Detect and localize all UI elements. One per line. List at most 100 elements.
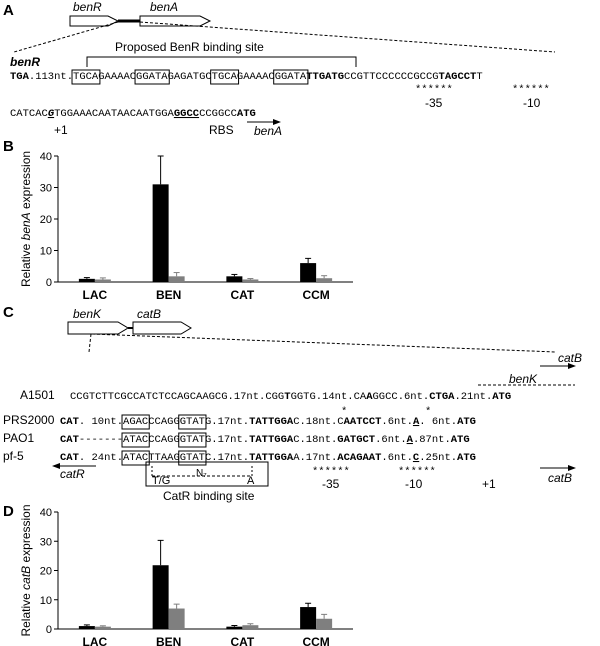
pao1-seq-segment: .6nt.: [375, 434, 407, 446]
prs2000-seq-segment: G.17nt.: [205, 416, 249, 428]
pf5-seq-box: [121, 450, 150, 466]
panel-d-chart: 0 10 20 30 40 Relative catB expression LAC BEN C…: [19, 504, 353, 646]
panel-d-y-tick-label: 0: [46, 624, 52, 636]
zoom-line-c-right: [91, 333, 557, 353]
benA-seq-segment: ATG: [237, 108, 256, 120]
row1-benR-label: benR: [10, 55, 40, 69]
benR-seq-segment: TGA: [10, 71, 30, 83]
prs2000-seq-segment: C.18nt.C: [293, 416, 343, 428]
pao1-seq-segment: .87nt.: [413, 434, 451, 446]
panel-d-y-axis-label: Relative catB expression: [19, 504, 33, 636]
pf5-seq-box: [178, 450, 207, 466]
panel-b-bar-cat-s1: [226, 276, 243, 282]
panel-d-bar-cat-s1: [226, 626, 243, 629]
a1501-seq-segment: GGTG.14nt.CA: [291, 391, 367, 403]
panel-b-y-tick-label: 40: [40, 151, 52, 163]
catB-bottom-label: catB: [548, 471, 572, 485]
pao1-sequence: CAT-------ATACCCAGGGTATG.17nt.TATTGGAC.1…: [60, 434, 470, 446]
pao1-seq-segment: CCAGG: [148, 434, 180, 446]
prs2000-sequence: CAT. 10nt.AGACCCAGGGTATG.17nt.TATTGGAC.1…: [60, 416, 476, 428]
panel-b-label: B: [3, 138, 14, 155]
panel-d-y-tick-label: 40: [40, 507, 52, 519]
prs2000-seq-segment: .6nt.: [381, 416, 413, 428]
benR-seq-box: [210, 69, 240, 85]
a1501-seq-segment: ATG: [492, 391, 511, 403]
panel-d-bar-ben-s2: [168, 608, 185, 629]
pf5-seq-segment: ATG: [457, 452, 476, 464]
benA-seq-segment: TGGAAACAATAACAATGGA: [54, 108, 174, 120]
panel-d-bar-cat-s2: [242, 625, 259, 629]
prs2000-seq-segment: AGAC: [123, 416, 148, 428]
benR-seq-segment: TGCA: [73, 71, 99, 83]
plus1-label-a: +1: [54, 123, 68, 137]
panel-b-category-lac: LAC: [83, 288, 108, 302]
strain-a1501: A1501: [20, 388, 55, 402]
pao1-seq-segment: G.17nt.: [205, 434, 249, 446]
stars-minus35-a: ******: [415, 84, 453, 96]
pao1-seq-segment: ATG: [451, 434, 470, 446]
benA-seq-segment: GGCC: [174, 108, 200, 120]
panel-b-ylabel-part: expression: [19, 151, 33, 212]
pao1-seq-box: [178, 432, 207, 448]
panel-c-label: C: [3, 304, 14, 321]
benK-arrow-shape: [67, 321, 129, 335]
catB-top-label: catB: [558, 351, 582, 365]
benR-seq-segment: GAAAAC: [237, 71, 275, 83]
benK-gene-label: benK: [73, 307, 102, 321]
pf5-sequence: CAT. 24nt.ATACTTAAGGTATC.17nt.TATTGGAA.1…: [60, 452, 476, 464]
catR-label: catR: [60, 467, 85, 481]
panel-b-bar-lac-s1: [78, 278, 95, 282]
pf5-seq-segment: ATAC: [123, 452, 148, 464]
benA-seq-segment: CCGGCC: [199, 108, 237, 120]
panel-a-sequence-row2: CATCACGTGGAAACAATAACAATGGAGGCCCCGGCCATG: [10, 108, 256, 120]
catB-gene-label: catB: [137, 307, 161, 321]
panel-b-category-ccm: CCM: [302, 288, 329, 302]
prs2000-seq-segment: AATCCT: [344, 416, 382, 428]
benR-seq-box: [273, 69, 309, 85]
catR-binding-box: [145, 461, 269, 487]
panel-b-bar-cat-s2: [242, 279, 259, 282]
panel-b-chart: 0 10 20 30 40 Relative benA expression LAC BEN C…: [19, 151, 353, 302]
benA-start-label: benA: [254, 124, 282, 138]
panel-d-ylabel-part: Relative: [19, 590, 33, 637]
pao1-seq-segment: -------: [79, 434, 123, 446]
prs2000-seq-segment: . 10nt.: [79, 416, 123, 428]
panel-d-label: D: [3, 503, 14, 520]
benR-seq-box: [134, 69, 170, 85]
minus35-label-a: -35: [425, 96, 443, 110]
minus10-label-c: -10: [405, 477, 423, 491]
benR-seq-segment: T: [476, 71, 482, 83]
panel-d-category-ben: BEN: [156, 635, 181, 646]
minus35-label-c: -35: [322, 477, 340, 491]
prs2000-seq-segment: CAT: [60, 416, 79, 428]
stars-minus35-c: ******: [312, 466, 350, 478]
panel-a-sequence-row1: TGA.113nt.TGCAGAAAACGGATAGAGATGCTGCAGAAA…: [10, 71, 483, 83]
pf5-seq-segment: .6nt.: [381, 452, 413, 464]
stars-minus10-c: ******: [398, 466, 436, 478]
panel-a-label: A: [3, 2, 14, 19]
catR-binding-site-label: CatR binding site: [163, 489, 255, 503]
panel-b-bar-ccm-s2: [316, 278, 333, 282]
pao1-seq-segment: CAT: [60, 434, 79, 446]
a1501-seq-segment: CCGTCTTCGCCATCTCCAGCAAGCG.17nt.CGG: [70, 391, 284, 403]
prs2000-seq-box: [178, 414, 207, 430]
single-star-2: *: [425, 406, 431, 418]
a1501-seq-segment: T: [284, 391, 290, 403]
panel-d-category-cat: CAT: [230, 635, 254, 646]
benR-seq-segment: GGATA: [136, 71, 168, 83]
minus10-label-a: -10: [523, 96, 541, 110]
strain-pf5: pf-5: [3, 449, 24, 463]
catB-bottom-arrow-head: [568, 465, 576, 471]
a1501-sequence: CCGTCTTCGCCATCTCCAGCAAGCG.17nt.CGGTGGTG.…: [70, 391, 511, 403]
rbs-label: RBS: [209, 123, 234, 137]
panel-b-category-cat: CAT: [230, 288, 254, 302]
benA-gene-label: benA: [150, 0, 178, 14]
panel-b-bar-ben-s1: [152, 184, 169, 282]
pf5-seq-segment: C: [413, 452, 420, 464]
panel-d-bar-ccm-s2: [316, 618, 333, 629]
pao1-seq-segment: ATAC: [123, 434, 148, 446]
a1501-seq-segment: CTGA: [429, 391, 455, 403]
panel-b-ylabel-part: Relative: [19, 240, 33, 287]
catR-arrow-head: [52, 463, 60, 469]
